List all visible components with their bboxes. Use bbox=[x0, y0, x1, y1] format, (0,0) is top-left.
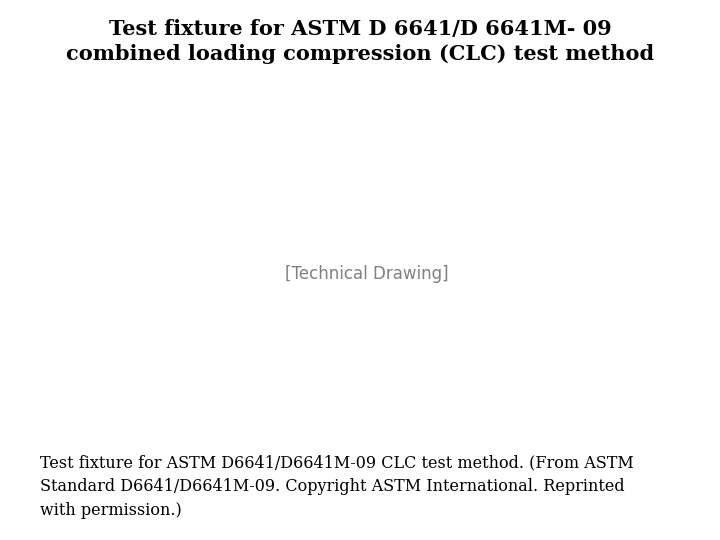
Text: Test fixture for ASTM D6641/D6641M-09 CLC test method. (From ASTM
Standard D6641: Test fixture for ASTM D6641/D6641M-09 CL… bbox=[40, 455, 634, 519]
Text: Test fixture for ASTM D 6641/D 6641M- 09
combined loading compression (CLC) test: Test fixture for ASTM D 6641/D 6641M- 09… bbox=[66, 19, 654, 64]
Text: [Technical Drawing]: [Technical Drawing] bbox=[285, 265, 449, 283]
